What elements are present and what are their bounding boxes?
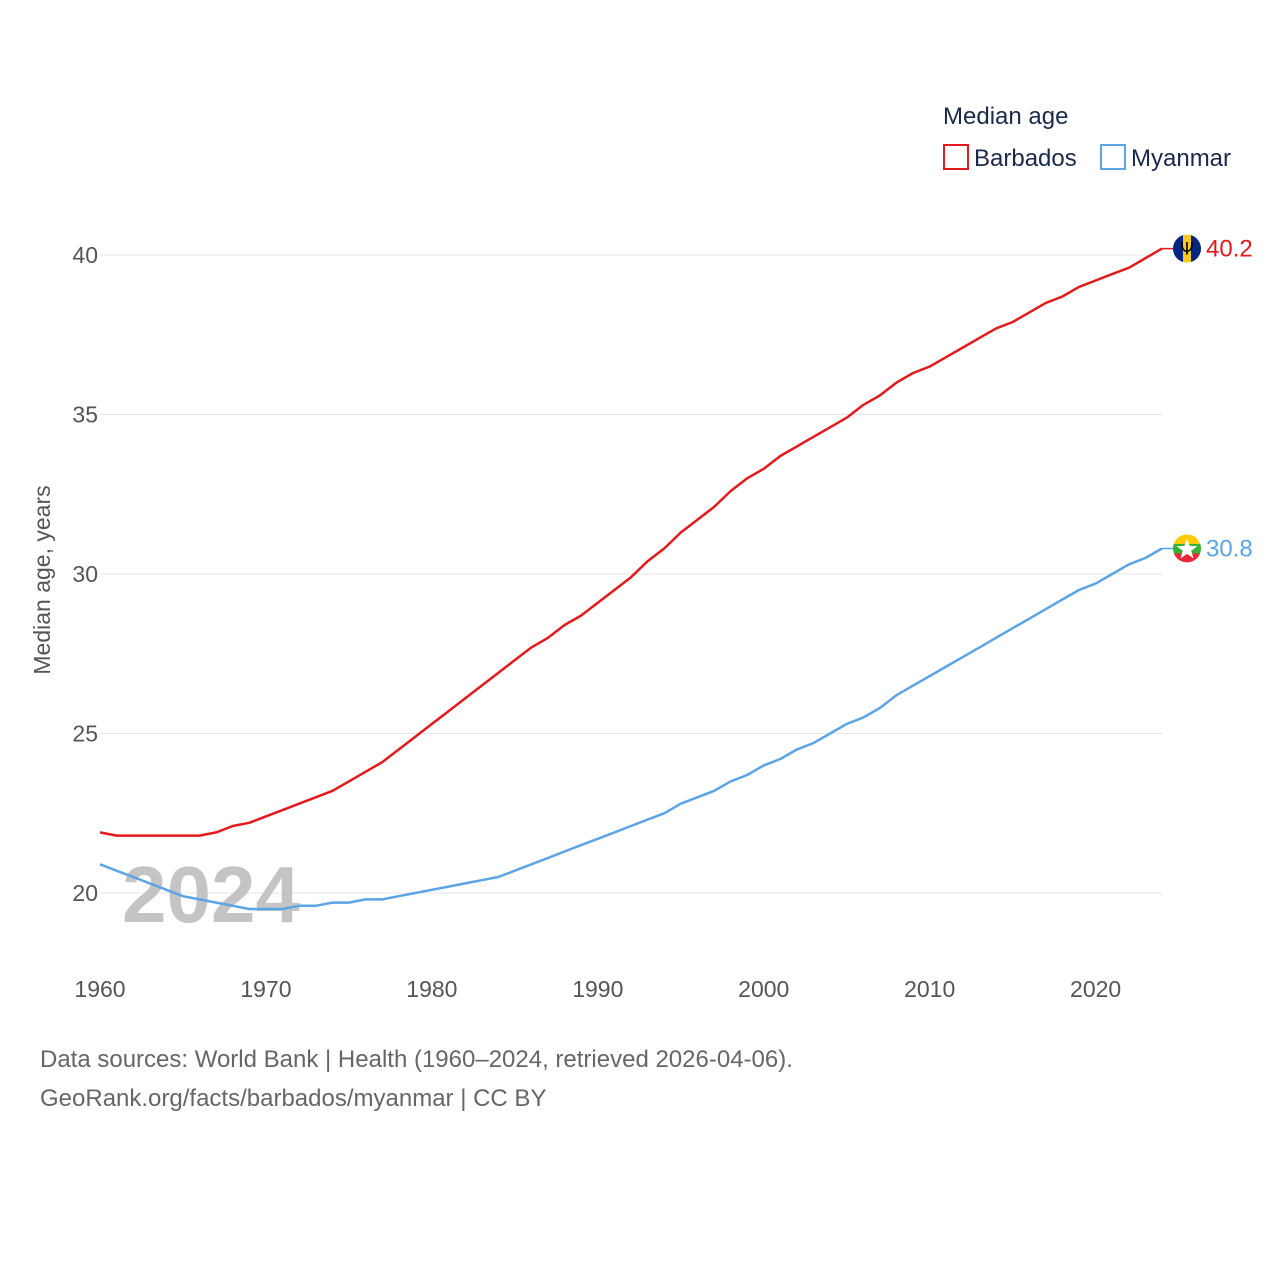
y-axis-ticks: 20 25 30 35 40: [72, 242, 98, 906]
x-tick-label-1970: 1970: [240, 976, 291, 1002]
legend-label-barbados[interactable]: Barbados: [974, 145, 1077, 172]
x-tick-label-2000: 2000: [738, 976, 789, 1002]
x-tick-label-2020: 2020: [1070, 976, 1121, 1002]
legend-swatch-myanmar[interactable]: [1100, 144, 1126, 170]
y-tick-label-20: 20: [72, 880, 98, 906]
legend-swatch-barbados[interactable]: [943, 144, 969, 170]
gridlines: [100, 254, 1162, 894]
source-line-1: Data sources: World Bank | Health (1960–…: [40, 1046, 793, 1073]
end-markers: Ψ 40.2 30.8: [1162, 234, 1253, 563]
y-tick-label-25: 25: [72, 721, 98, 747]
series-lines: [99, 247, 1163, 911]
x-axis-ticks: 1960 1970 1980 1990 2000 2010 2020: [74, 976, 1121, 1002]
end-label-myanmar: 30.8: [1206, 535, 1253, 562]
myanmar-flag-icon: [1173, 534, 1201, 563]
series-line-myanmar[interactable]: [99, 547, 1163, 911]
source-line-2[interactable]: GeoRank.org/facts/barbados/myanmar | CC …: [40, 1085, 547, 1112]
legend: Median age Barbados Myanmar: [943, 103, 1231, 172]
end-label-barbados: 40.2: [1206, 236, 1253, 263]
y-tick-label-40: 40: [72, 242, 98, 268]
x-tick-label-2010: 2010: [904, 976, 955, 1002]
barbados-flag-icon: Ψ: [1173, 234, 1201, 263]
svg-text:Ψ: Ψ: [1180, 240, 1193, 260]
legend-title: Median age: [943, 103, 1068, 130]
legend-label-myanmar[interactable]: Myanmar: [1131, 145, 1231, 172]
y-tick-label-35: 35: [72, 402, 98, 428]
y-tick-label-30: 30: [72, 561, 98, 587]
series-line-barbados[interactable]: [99, 247, 1163, 837]
year-watermark: 2024: [122, 850, 300, 939]
x-tick-label-1960: 1960: [74, 976, 125, 1002]
x-tick-label-1980: 1980: [406, 976, 457, 1002]
x-tick-label-1990: 1990: [572, 976, 623, 1002]
y-axis-title: Median age, years: [29, 485, 55, 674]
